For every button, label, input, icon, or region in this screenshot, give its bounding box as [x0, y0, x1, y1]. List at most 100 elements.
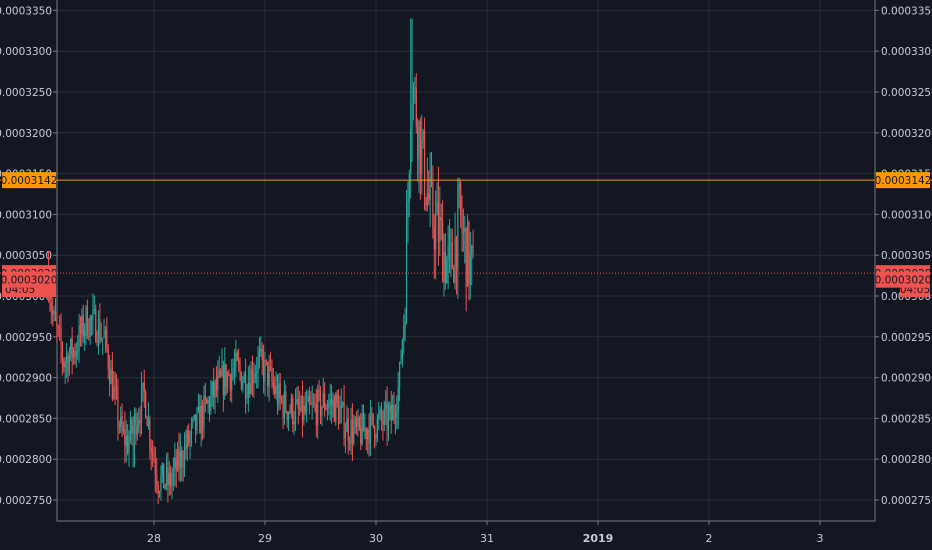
- candle-body: [349, 441, 351, 444]
- candle-body: [257, 354, 259, 373]
- candle-body: [189, 434, 191, 444]
- candle-body: [382, 420, 384, 425]
- candle-body: [287, 412, 290, 420]
- candle-body: [190, 423, 193, 435]
- candle-body: [75, 351, 77, 357]
- candle-body: [428, 193, 430, 201]
- candle-body: [176, 448, 179, 471]
- candle-body: [425, 198, 427, 206]
- candle-body: [308, 396, 310, 404]
- candle-body: [415, 87, 417, 127]
- candle-body: [375, 437, 377, 440]
- candle-body: [85, 306, 87, 331]
- candle-body: [200, 405, 202, 434]
- candle-body: [156, 474, 158, 485]
- candle-body: [50, 302, 52, 311]
- candle-body: [183, 445, 186, 468]
- candle-body: [342, 402, 344, 405]
- candle-body: [411, 104, 413, 130]
- left-price-tick-label: 0.0003200: [0, 128, 52, 140]
- candle-body: [150, 447, 152, 453]
- level-price-label-left: 0.0003142: [1, 175, 58, 187]
- candle-body: [59, 327, 61, 330]
- candle-body: [339, 409, 341, 425]
- candle-body: [448, 243, 451, 246]
- candle-body: [253, 377, 255, 384]
- candle-body: [401, 339, 403, 363]
- candle-body: [361, 413, 363, 445]
- candle-body: [113, 387, 115, 400]
- candle-body: [410, 129, 412, 174]
- candle-body: [317, 390, 319, 426]
- candle-body: [213, 381, 215, 398]
- candle-body: [147, 419, 150, 426]
- candle-body: [396, 412, 398, 418]
- candle-body: [435, 215, 437, 250]
- candle-body: [81, 315, 83, 335]
- candle-body: [403, 325, 405, 340]
- candle-body: [303, 405, 305, 422]
- candle-body: [238, 360, 240, 365]
- candle-body: [256, 372, 258, 374]
- candle-body: [53, 310, 55, 315]
- candle-body: [292, 398, 294, 425]
- candle-body: [443, 251, 445, 283]
- candle-body: [389, 404, 391, 412]
- candle-body: [242, 382, 244, 390]
- candle-body: [161, 463, 163, 476]
- candle-body: [224, 364, 226, 395]
- candle-body: [57, 326, 59, 328]
- candle-body: [104, 329, 107, 336]
- level-price-tag-left: [2, 172, 56, 189]
- candle-body: [188, 430, 190, 444]
- candle-body: [404, 322, 406, 326]
- candle-body: [269, 366, 272, 368]
- candle-body: [60, 329, 62, 348]
- right-price-tick-label: 0.0002900: [881, 373, 932, 385]
- candle-body: [82, 315, 84, 337]
- candle-body: [181, 450, 183, 467]
- candle-body: [90, 317, 93, 320]
- candle-body: [109, 368, 111, 384]
- candle-body: [139, 420, 141, 423]
- candle-body: [296, 399, 298, 403]
- candle-body: [93, 308, 95, 310]
- right-price-tick-label: 0.0003250: [881, 87, 932, 99]
- candle-body: [153, 453, 155, 462]
- candle-body: [195, 414, 197, 431]
- candle-body: [56, 320, 58, 327]
- candle-body: [312, 403, 315, 405]
- candle-body: [174, 457, 176, 469]
- candle-body: [163, 463, 165, 489]
- candle-body: [95, 308, 97, 342]
- left-price-tick-label: 0.0003100: [0, 209, 52, 221]
- candle-body: [128, 440, 130, 453]
- candle-body: [96, 341, 98, 343]
- candle-body: [426, 193, 428, 206]
- candle-body: [110, 368, 112, 384]
- candle-body: [293, 422, 295, 425]
- candle-body: [380, 409, 383, 421]
- candle-body: [436, 202, 438, 216]
- candle-body: [138, 420, 140, 426]
- candle-body: [272, 381, 274, 386]
- time-tick-label: 28: [147, 532, 161, 545]
- candle-body: [447, 245, 449, 260]
- candle-body: [258, 351, 261, 355]
- candle-body: [290, 398, 292, 413]
- candle-body: [203, 395, 205, 428]
- candle-body: [197, 405, 199, 411]
- candle-body: [332, 399, 334, 406]
- candle-body: [84, 330, 86, 337]
- candle-body: [429, 177, 431, 201]
- candle-body: [226, 373, 229, 388]
- candle-body: [217, 374, 219, 390]
- candle-body: [394, 414, 397, 418]
- candle-body: [118, 424, 120, 427]
- candle-body: [386, 403, 388, 430]
- candle-body: [131, 419, 133, 434]
- candle-body: [423, 131, 426, 199]
- candle-body: [278, 383, 280, 405]
- candle-body: [360, 427, 362, 445]
